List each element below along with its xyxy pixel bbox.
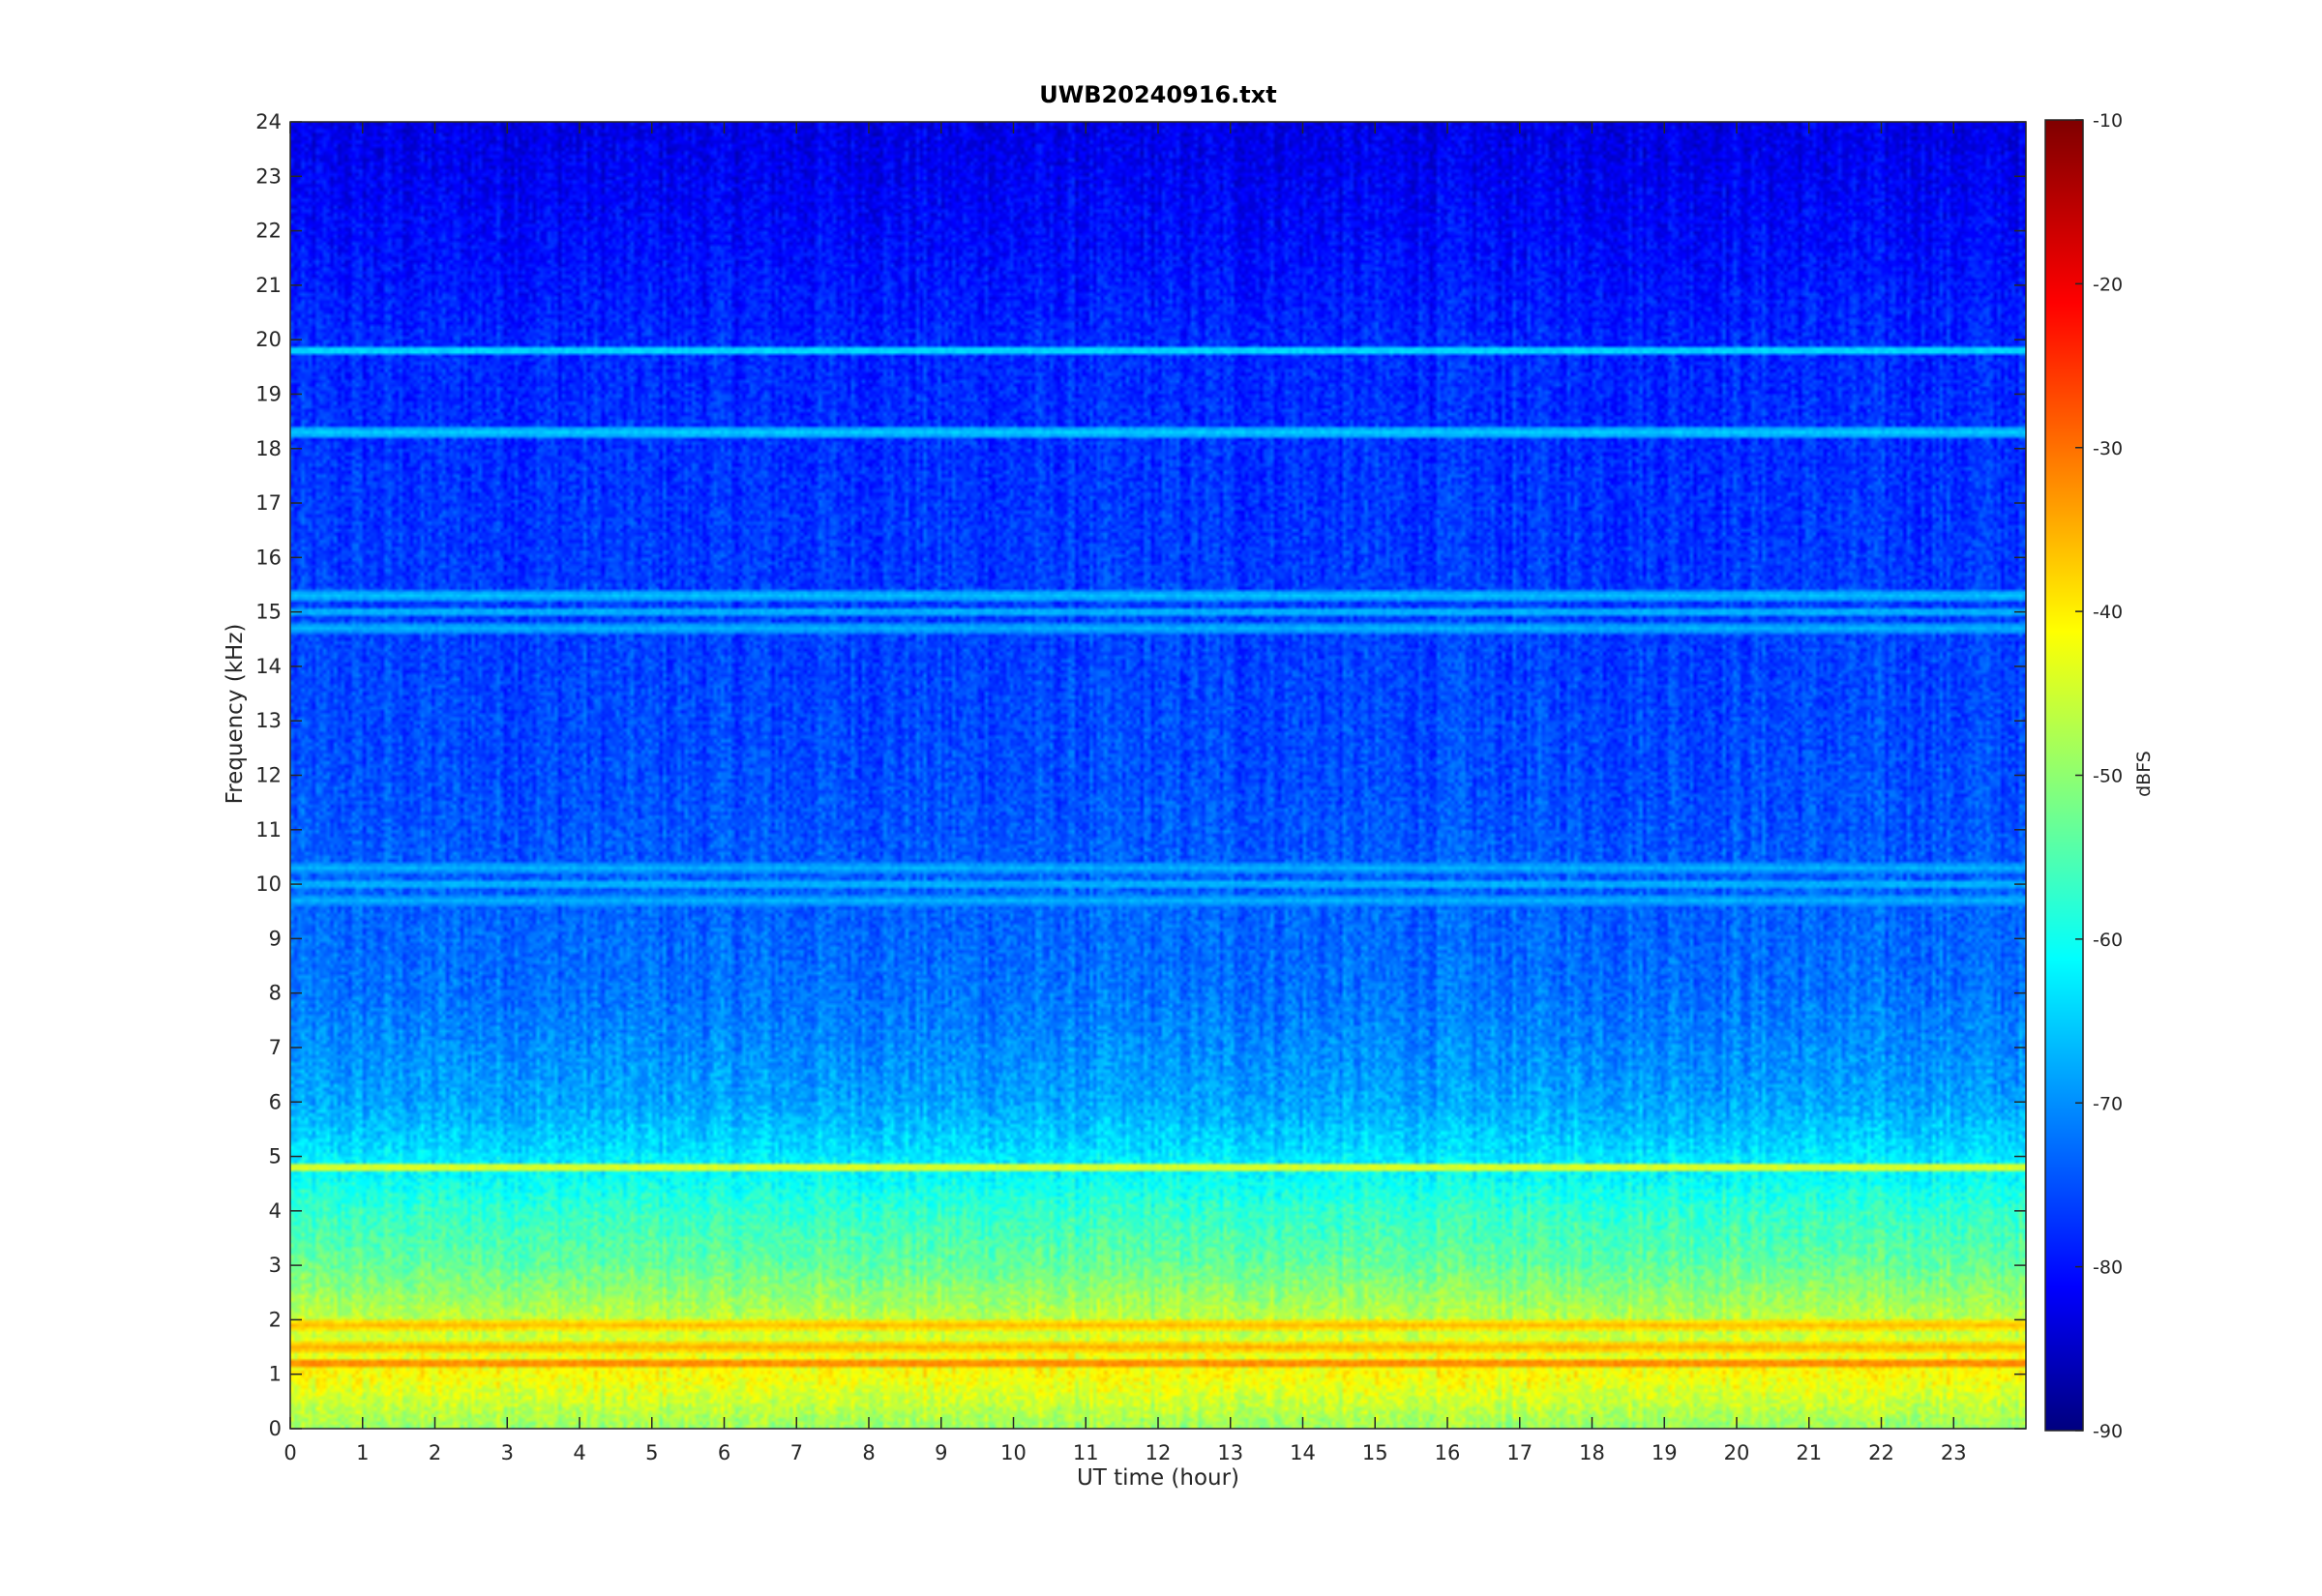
x-tick-label: 18 [1579,1441,1605,1464]
y-tick-label: 16 [255,546,282,569]
x-tick-label: 13 [1217,1441,1243,1464]
x-tick-label: 11 [1073,1441,1099,1464]
x-tick-label: 8 [862,1441,875,1464]
colorbar-tick-label: -50 [2093,766,2123,787]
x-tick-label: 5 [645,1441,658,1464]
colorbar-tick-label: -40 [2093,602,2123,623]
x-tick-label: 15 [1362,1441,1388,1464]
y-tick-label: 14 [255,655,282,678]
colorbar-tick-label: -90 [2093,1421,2123,1442]
x-tick-label: 16 [1435,1441,1461,1464]
x-axis-label: UT time (hour) [1076,1465,1240,1491]
y-tick-label: 4 [269,1199,282,1223]
x-tick-label: 10 [1000,1441,1027,1464]
x-tick-label: 1 [356,1441,369,1464]
x-tick-label: 2 [429,1441,441,1464]
x-tick-label: 9 [935,1441,947,1464]
y-tick-label: 2 [269,1308,282,1331]
x-tick-label: 17 [1506,1441,1533,1464]
y-tick-label: 15 [255,601,282,624]
y-tick-label: 20 [255,328,282,351]
y-tick-label: 6 [269,1090,282,1113]
x-tick-label: 6 [718,1441,730,1464]
x-tick-label: 20 [1724,1441,1750,1464]
y-tick-label: 7 [269,1036,282,1059]
y-tick-label: 1 [269,1363,282,1386]
colorbar-tick-label: -30 [2093,438,2123,459]
y-tick-label: 18 [255,437,282,460]
y-tick-label: 22 [255,220,282,243]
y-tick-label: 11 [255,818,282,842]
x-tick-label: 7 [790,1441,803,1464]
x-tick-label: 4 [573,1441,585,1464]
y-tick-label: 24 [255,110,282,133]
y-tick-label: 17 [255,491,282,515]
x-tick-label: 19 [1652,1441,1678,1464]
y-tick-label: 5 [269,1145,282,1168]
y-tick-label: 21 [255,274,282,297]
y-tick-label: 23 [255,164,282,188]
y-tick-label: 19 [255,382,282,405]
colorbar-tick-label: -60 [2093,930,2123,951]
colorbar-tick-label: -70 [2093,1093,2123,1114]
chart-title: UWB20240916.txt [1039,81,1277,108]
y-tick-label: 10 [255,872,282,896]
colorbar-tick-label: -20 [2093,274,2123,295]
x-tick-label: 3 [501,1441,514,1464]
spectrogram-heatmap [290,122,2026,1429]
y-tick-label: 8 [269,982,282,1005]
y-tick-label: 3 [269,1254,282,1277]
x-tick-label: 22 [1868,1441,1894,1464]
x-tick-label: 12 [1146,1441,1172,1464]
y-tick-label: 9 [269,927,282,950]
y-tick-label: 0 [269,1417,282,1440]
y-tick-label: 13 [255,709,282,732]
x-tick-label: 23 [1941,1441,1967,1464]
y-tick-label: 12 [255,764,282,787]
colorbar-tick-label: -10 [2093,110,2123,132]
x-tick-label: 21 [1796,1441,1822,1464]
x-tick-label: 0 [283,1441,296,1464]
x-tick-label: 14 [1290,1441,1316,1464]
colorbar-tick-label: -80 [2093,1257,2123,1279]
